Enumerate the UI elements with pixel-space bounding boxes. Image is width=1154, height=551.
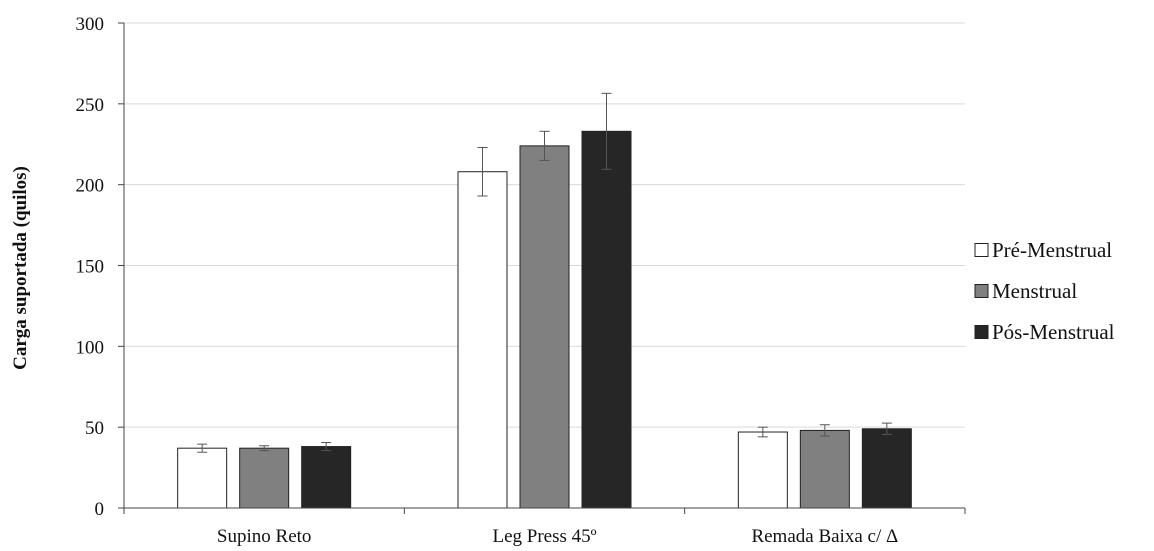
y-tick-label: 100 bbox=[76, 337, 105, 358]
y-tick-label: 150 bbox=[76, 257, 105, 278]
bar-p-s-menstrual-1 bbox=[581, 130, 632, 509]
bar-menstrual-2 bbox=[799, 429, 850, 509]
y-axis-label: Carga suportada (quilos) bbox=[10, 166, 31, 370]
bar-pr-menstrual-2 bbox=[737, 431, 788, 509]
y-tick-label: 300 bbox=[76, 14, 105, 35]
bar-pr-menstrual-0 bbox=[177, 447, 228, 509]
category-label: Supino Reto bbox=[217, 526, 311, 547]
y-tick-labels: 0 50 100 150 200 250 300 bbox=[76, 14, 105, 520]
legend-label: Pós-Menstrual bbox=[992, 320, 1115, 344]
legend-label: Menstrual bbox=[992, 279, 1077, 303]
legend-swatch bbox=[974, 243, 989, 257]
legend-swatch bbox=[974, 284, 989, 298]
bar-p-s-menstrual-2 bbox=[861, 428, 912, 509]
legend-item: Pós-Menstrual bbox=[974, 320, 1115, 344]
legend-swatch bbox=[974, 325, 989, 339]
y-tick-label: 50 bbox=[85, 418, 104, 439]
bar-pr-menstrual-1 bbox=[457, 171, 508, 509]
legend-item: Pré-Menstrual bbox=[974, 238, 1112, 262]
error-bars bbox=[197, 92, 892, 453]
y-tick-label: 0 bbox=[95, 499, 105, 520]
legend-label: Pré-Menstrual bbox=[992, 238, 1112, 262]
bar-menstrual-1 bbox=[519, 145, 570, 509]
legend: Pré-Menstrual Menstrual Pós-Menstrual bbox=[974, 238, 1115, 344]
category-labels: Supino Reto Leg Press 45º Remada Baixa c/ … bbox=[217, 526, 898, 547]
legend-item: Menstrual bbox=[974, 279, 1077, 303]
axes bbox=[123, 23, 966, 514]
y-tick-label: 250 bbox=[76, 95, 105, 116]
bars bbox=[177, 130, 912, 509]
bar-menstrual-0 bbox=[239, 447, 290, 509]
category-label: Remada Baixa c/ Δ bbox=[751, 526, 898, 547]
bar-p-s-menstrual-0 bbox=[301, 446, 352, 509]
y-tick-label: 200 bbox=[76, 176, 105, 197]
category-label: Leg Press 45º bbox=[492, 526, 596, 547]
